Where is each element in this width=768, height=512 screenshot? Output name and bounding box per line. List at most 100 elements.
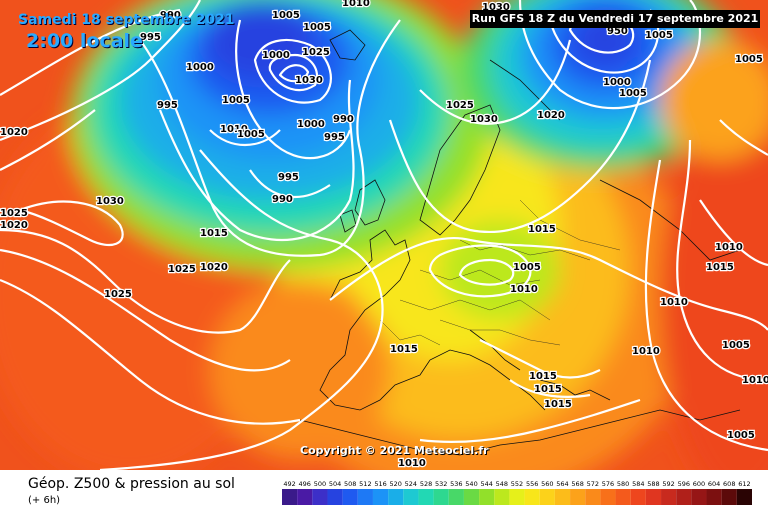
pressure-label: 1005: [645, 30, 673, 41]
legend-color-swatch: [645, 489, 662, 505]
pressure-label: 1010: [660, 297, 688, 308]
forecast-date: Samedi 18 septembre 2021: [18, 12, 235, 28]
pressure-label: 1005: [237, 129, 265, 140]
legend-color-swatch: [388, 489, 404, 505]
pressure-label: 1010: [510, 284, 538, 295]
pressure-label: 1025: [168, 264, 196, 275]
pressure-label: 1005: [722, 340, 750, 351]
legend-tick-label: 520: [389, 480, 401, 488]
legend-color-swatch: [554, 489, 571, 505]
pressure-label: 1010: [220, 124, 248, 135]
pressure-label: 1010: [742, 375, 768, 386]
legend-tick-label: 556: [526, 480, 538, 488]
legend-color-swatch: [297, 489, 313, 505]
pressure-label: 990: [333, 114, 354, 125]
isobars: [0, 0, 768, 470]
legend-tick-label: 564: [556, 480, 568, 488]
legend-color-swatch: [691, 489, 707, 505]
pressure-label: 1015: [706, 262, 734, 273]
pressure-label: 1010: [715, 242, 743, 253]
legend-tick-label: 508: [344, 480, 356, 488]
legend-tick-label: 572: [587, 480, 599, 488]
pressure-label: 995: [278, 172, 299, 183]
pressure-label: 1000: [186, 62, 214, 73]
legend-color-swatch: [494, 489, 510, 505]
z500-pressure-map: 1005 990 995 1000 1010 1005 1025 1030 10…: [0, 0, 768, 470]
pressure-label: 1005: [619, 88, 647, 99]
legend-color-swatch: [570, 489, 586, 505]
legend-tick-label: 600: [693, 480, 705, 488]
legend-color-swatch: [448, 489, 464, 505]
color-scale-legend: 492 496 500 504 508 512 516 520 524 528 532 536 540 5…: [282, 480, 752, 505]
pressure-label: 1015: [529, 371, 557, 382]
pressure-label: 1005: [303, 22, 331, 33]
pressure-label: 1030: [470, 114, 498, 125]
legend-color-swatch: [509, 489, 525, 505]
legend-color-swatch: [403, 489, 419, 505]
legend-color-swatch: [661, 489, 677, 505]
pressure-label: 1015: [200, 228, 228, 239]
legend-tick-label: 548: [496, 480, 508, 488]
legend-color-swatch: [418, 489, 434, 505]
legend-tick-label: 536: [450, 480, 462, 488]
pressure-label: 1005: [727, 430, 755, 441]
forecast-lead-time: (+ 6h): [28, 495, 61, 506]
pressure-label: 1005: [735, 54, 763, 65]
pressure-label: 1000: [262, 50, 290, 61]
legend-tick-label: 588: [647, 480, 659, 488]
model-run-banner: Run GFS 18 Z du Vendredi 17 septembre 20…: [470, 10, 760, 28]
pressure-label: 950: [607, 26, 628, 37]
country-borders: [379, 199, 621, 346]
legend-color-swatch: [312, 489, 328, 505]
legend-tick-label: 604: [708, 480, 720, 488]
legend-tick-label: 496: [299, 480, 311, 488]
legend-tick-label: 576: [602, 480, 614, 488]
legend-color-swatch: [676, 489, 692, 505]
legend-color-swatch: [630, 489, 646, 505]
legend-color-swatch: [736, 489, 752, 505]
legend-color-swatch: [372, 489, 389, 505]
pressure-label: 1025: [0, 208, 28, 219]
legend-tick-label: 516: [374, 480, 386, 488]
pressure-label: 1010: [342, 0, 370, 9]
pressure-label: 995: [140, 32, 161, 43]
legend-tick-label: 504: [329, 480, 341, 488]
pressure-label: 1020: [200, 262, 228, 273]
pressure-label: 1000: [603, 77, 631, 88]
pressure-label: 1015: [534, 384, 562, 395]
map-footer: Géop. Z500 & pression au sol (+ 6h) 492 4…: [0, 470, 768, 512]
legend-color-swatch: [327, 489, 343, 505]
legend-tick-label: 568: [571, 480, 583, 488]
pressure-label: 1020: [0, 127, 28, 138]
pressure-label: 1020: [0, 220, 28, 231]
legend-color-swatch: [524, 489, 540, 505]
geopotential-field: [0, 0, 768, 470]
pressure-label: 990: [160, 10, 181, 21]
legend-color-swatch: [539, 489, 555, 505]
pressure-label: 1015: [390, 344, 418, 355]
pressure-label: 995: [324, 132, 345, 143]
legend-tick-label: 512: [359, 480, 371, 488]
legend-tick-label: 528: [420, 480, 432, 488]
legend-tick-label: 532: [435, 480, 447, 488]
pressure-label: 1025: [302, 47, 330, 58]
legend-tick-label: 608: [723, 480, 735, 488]
legend-tick-label: 540: [465, 480, 477, 488]
pressure-label: 1005: [513, 262, 541, 273]
legend-color-swatch: [463, 489, 480, 505]
pressure-label: 1020: [537, 110, 565, 121]
legend-color-swatch: [433, 489, 449, 505]
legend-tick-label: 500: [314, 480, 326, 488]
pressure-label: 1010: [398, 458, 426, 469]
legend-tick-label: 592: [662, 480, 674, 488]
pressure-label: 1030: [96, 196, 124, 207]
pressure-label: 995: [157, 100, 178, 111]
pressure-label: 1005: [272, 10, 300, 21]
pressure-label: 1015: [544, 399, 572, 410]
legend-tick-label: 544: [480, 480, 492, 488]
legend-color-swatch: [585, 489, 601, 505]
legend-tick-label: 560: [541, 480, 553, 488]
map-title: Géop. Z500 & pression au sol: [28, 476, 235, 492]
legend-tick-label: 524: [405, 480, 417, 488]
